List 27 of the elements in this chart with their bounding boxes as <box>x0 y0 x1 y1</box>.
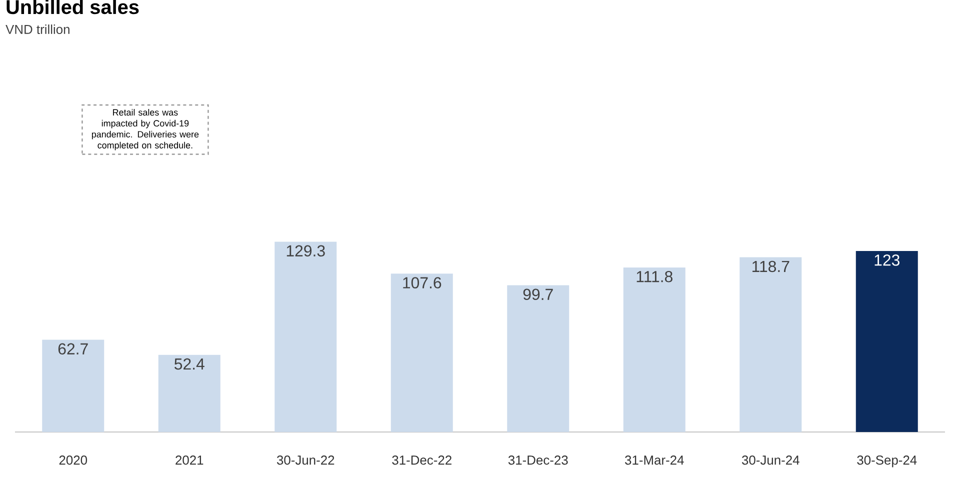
bar <box>623 267 686 432</box>
data-label: 62.7 <box>58 343 88 355</box>
data-label: 129.3 <box>286 245 325 256</box>
x-tick-label: 31-Dec-23 <box>508 456 568 465</box>
bar <box>390 274 453 432</box>
x-tick-label: 31-Dec-22 <box>392 456 452 465</box>
chart-title: Unbilled sales <box>6 0 139 14</box>
x-tick-label: 31-Mar-24 <box>625 456 684 465</box>
bar <box>42 340 104 432</box>
x-tick-label: 30-Jun-24 <box>742 456 800 465</box>
bar <box>856 250 918 432</box>
data-label: 118.7 <box>752 260 790 272</box>
bar <box>158 354 220 432</box>
data-label: 107.6 <box>403 277 442 288</box>
bar <box>740 257 802 432</box>
x-tick-label: 30-Sep-24 <box>857 456 917 468</box>
text: Retail sales was impacted by Covid-19 pandemic. Deliveries were completed on schedule. <box>92 108 199 150</box>
bar <box>507 285 570 432</box>
data-label: 123 <box>874 254 900 266</box>
data-label: 99.7 <box>523 288 553 300</box>
x-tick-label: 2020 <box>59 456 88 465</box>
chart-subtitle: VND trillion <box>6 24 70 34</box>
x-tick-label: 30-Jun-22 <box>276 456 334 465</box>
x-tick-label: 2021 <box>176 456 204 465</box>
data-label: 52.4 <box>174 358 204 370</box>
data-label: 111.8 <box>636 270 672 282</box>
bar <box>274 242 337 432</box>
